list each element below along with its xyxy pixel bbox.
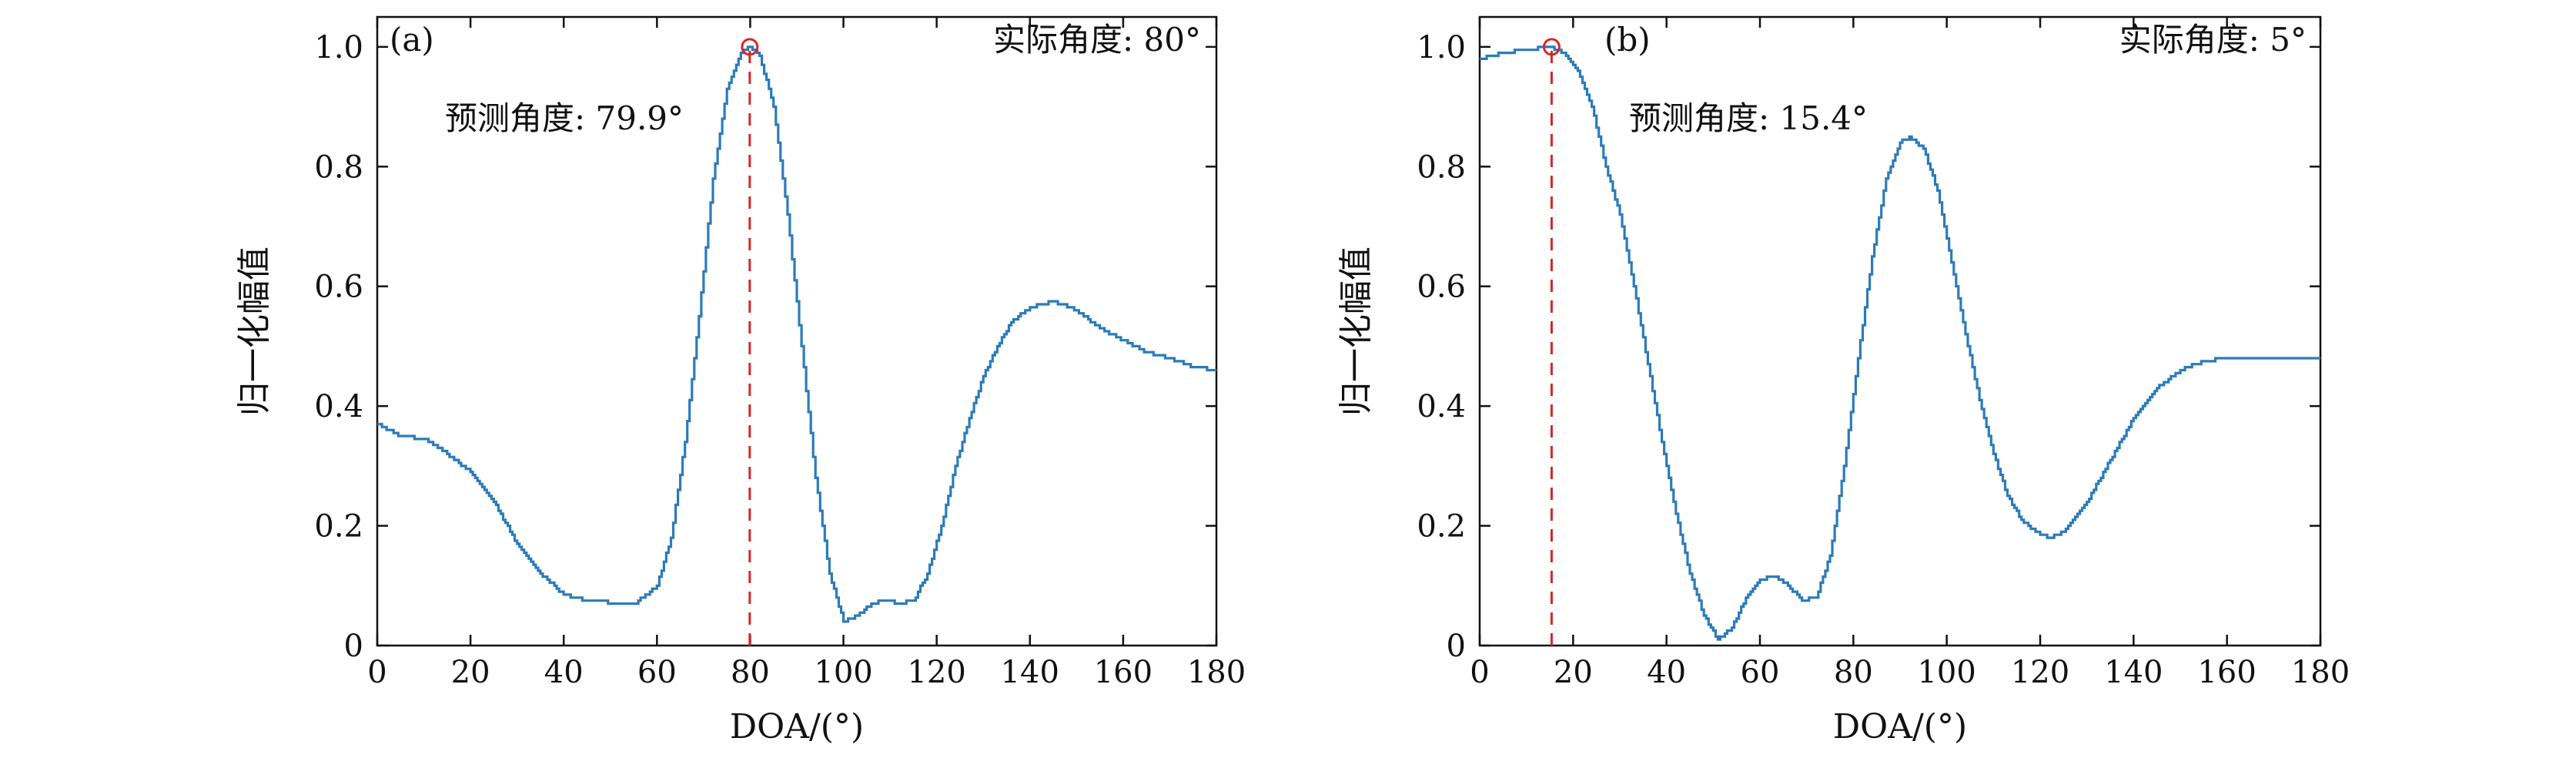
y-tick-label-b: 0.2: [1417, 509, 1466, 545]
y-ticks-b: 0 0.2 0.4 0.6 0.8 1.0: [1417, 30, 2320, 664]
x-ticks-a: 0 20 40 60 80 100 120 140 160 180: [367, 17, 1246, 690]
x-tick-label-b: 0: [1470, 655, 1489, 690]
y-axis-title-b: 归一化幅值: [1337, 247, 1376, 416]
y-tick-label-a: 1.0: [314, 30, 363, 65]
y-tick-label-a: 0.4: [314, 389, 363, 424]
x-axis-title-b: DOA/(°): [1833, 707, 1967, 746]
y-tick-label-a: 0.6: [314, 270, 363, 305]
y-tick-label-b: 0.4: [1417, 389, 1466, 424]
x-tick-label-a: 60: [637, 655, 677, 690]
x-tick-label-b: 140: [2104, 655, 2163, 690]
predicted-peak-marker-a: [741, 38, 759, 56]
predicted-angle-text-b: 预测角度: 15.4°: [1629, 99, 1868, 137]
x-tick-label-b: 20: [1554, 655, 1593, 690]
x-tick-label-a: 0: [367, 655, 386, 690]
y-tick-label-a: 0: [344, 629, 363, 664]
x-axis-title-a: DOA/(°): [730, 707, 864, 746]
actual-angle-text-a: 实际角度: 80°: [993, 21, 1201, 59]
predicted-peak-marker-b: [1542, 38, 1561, 56]
panel-b: 0 20 40 60 80 100 120 140 160 180 0 0.2 0.4 0.6 0.8 1.…: [1337, 15, 2350, 746]
panel-a: 0 20 40 60 80 100 120 140 160 180 0 0.2 0.4 0.6 0.8 1.…: [235, 15, 1246, 746]
x-tick-label-b: 120: [2011, 655, 2069, 690]
x-tick-label-b: 80: [1834, 655, 1873, 690]
x-tick-label-a: 160: [1094, 655, 1153, 690]
y-tick-label-a: 0.2: [314, 509, 363, 545]
x-tick-label-a: 180: [1187, 655, 1246, 690]
x-tick-label-b: 100: [1917, 655, 1975, 690]
actual-angle-text-b: 实际角度: 5°: [2119, 21, 2307, 59]
x-tick-label-a: 40: [544, 655, 584, 690]
panel-label-b: (b): [1604, 21, 1651, 59]
y-tick-label-a: 0.8: [314, 149, 363, 185]
y-axis-title-a: 归一化幅值: [235, 247, 274, 416]
x-tick-label-a: 20: [451, 655, 490, 690]
x-tick-label-a: 120: [907, 655, 965, 690]
series-line-b: [1480, 45, 2320, 641]
panel-label-a: (a): [390, 21, 434, 59]
plot-frame-b: [1478, 15, 2322, 647]
predicted-angle-text-a: 预测角度: 79.9°: [445, 99, 684, 137]
x-tick-label-a: 80: [731, 655, 770, 690]
x-tick-label-b: 160: [2197, 655, 2256, 690]
x-tick-label-a: 100: [814, 655, 872, 690]
series-line-a: [377, 45, 1216, 623]
x-ticks-b: 0 20 40 60 80 100 120 140 160 180: [1470, 17, 2350, 690]
x-tick-label-b: 180: [2291, 655, 2350, 690]
x-tick-label-b: 60: [1741, 655, 1780, 690]
y-tick-label-b: 0: [1447, 629, 1466, 664]
x-tick-label-b: 40: [1647, 655, 1686, 690]
x-tick-label-a: 140: [1001, 655, 1059, 690]
y-tick-label-b: 1.0: [1417, 30, 1466, 65]
y-tick-label-b: 0.6: [1417, 270, 1466, 305]
plot-frame-a: [376, 15, 1218, 647]
y-tick-label-b: 0.8: [1417, 149, 1466, 185]
y-ticks-a: 0 0.2 0.4 0.6 0.8 1.0: [314, 30, 1216, 664]
